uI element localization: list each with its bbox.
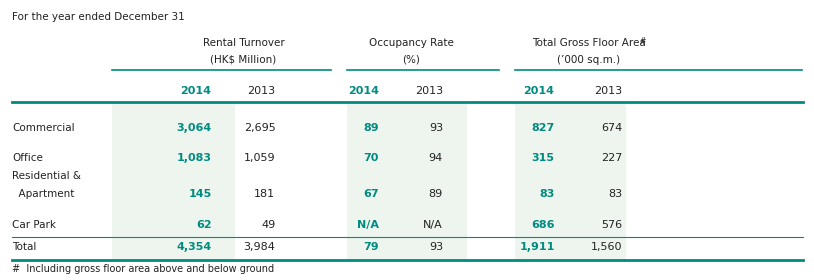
Text: 62: 62 xyxy=(196,220,212,230)
Text: #  Including gross floor area above and below ground: # Including gross floor area above and b… xyxy=(12,264,274,274)
Text: Total Gross Floor Area: Total Gross Floor Area xyxy=(532,38,646,48)
Text: 89: 89 xyxy=(364,123,379,133)
Text: 4,354: 4,354 xyxy=(177,242,212,252)
Text: 2014: 2014 xyxy=(348,87,379,97)
Text: Apartment: Apartment xyxy=(12,188,75,199)
Text: Commercial: Commercial xyxy=(12,123,75,133)
Text: (’000 sq.m.): (’000 sq.m.) xyxy=(558,55,620,65)
Text: Residential &: Residential & xyxy=(12,171,81,181)
Text: 674: 674 xyxy=(601,123,623,133)
Text: 3,064: 3,064 xyxy=(177,123,212,133)
Text: 2014: 2014 xyxy=(523,87,554,97)
Text: 83: 83 xyxy=(608,188,623,199)
Text: 1,560: 1,560 xyxy=(591,242,623,252)
Text: (HK$ Million): (HK$ Million) xyxy=(210,55,277,65)
Bar xyxy=(347,102,466,260)
Text: 1,911: 1,911 xyxy=(519,242,554,252)
Text: 89: 89 xyxy=(429,188,443,199)
Text: 93: 93 xyxy=(429,242,443,252)
Text: 67: 67 xyxy=(364,188,379,199)
Text: N/A: N/A xyxy=(423,220,443,230)
Text: 315: 315 xyxy=(532,153,554,163)
Text: 94: 94 xyxy=(429,153,443,163)
Text: Total: Total xyxy=(12,242,37,252)
Text: 70: 70 xyxy=(364,153,379,163)
Text: Car Park: Car Park xyxy=(12,220,56,230)
Text: 3,984: 3,984 xyxy=(243,242,275,252)
Text: 93: 93 xyxy=(429,123,443,133)
Text: Rental Turnover: Rental Turnover xyxy=(203,38,284,48)
Text: 2013: 2013 xyxy=(594,87,623,97)
Text: 227: 227 xyxy=(601,153,623,163)
Text: 686: 686 xyxy=(531,220,554,230)
Text: Office: Office xyxy=(12,153,43,163)
Text: 2,695: 2,695 xyxy=(243,123,275,133)
Text: 827: 827 xyxy=(532,123,554,133)
Text: 1,083: 1,083 xyxy=(177,153,212,163)
Bar xyxy=(514,102,627,260)
Bar xyxy=(112,102,235,260)
Text: 2014: 2014 xyxy=(181,87,212,97)
Text: 576: 576 xyxy=(602,220,623,230)
Text: For the year ended December 31: For the year ended December 31 xyxy=(12,12,185,22)
Text: 2013: 2013 xyxy=(247,87,275,97)
Text: 83: 83 xyxy=(539,188,554,199)
Text: (%): (%) xyxy=(402,55,420,65)
Text: 181: 181 xyxy=(254,188,275,199)
Text: 79: 79 xyxy=(364,242,379,252)
Text: #: # xyxy=(639,37,646,46)
Text: 2013: 2013 xyxy=(415,87,443,97)
Text: Occupancy Rate: Occupancy Rate xyxy=(369,38,453,48)
Text: 1,059: 1,059 xyxy=(243,153,275,163)
Text: 49: 49 xyxy=(261,220,275,230)
Text: N/A: N/A xyxy=(357,220,379,230)
Text: 145: 145 xyxy=(188,188,212,199)
